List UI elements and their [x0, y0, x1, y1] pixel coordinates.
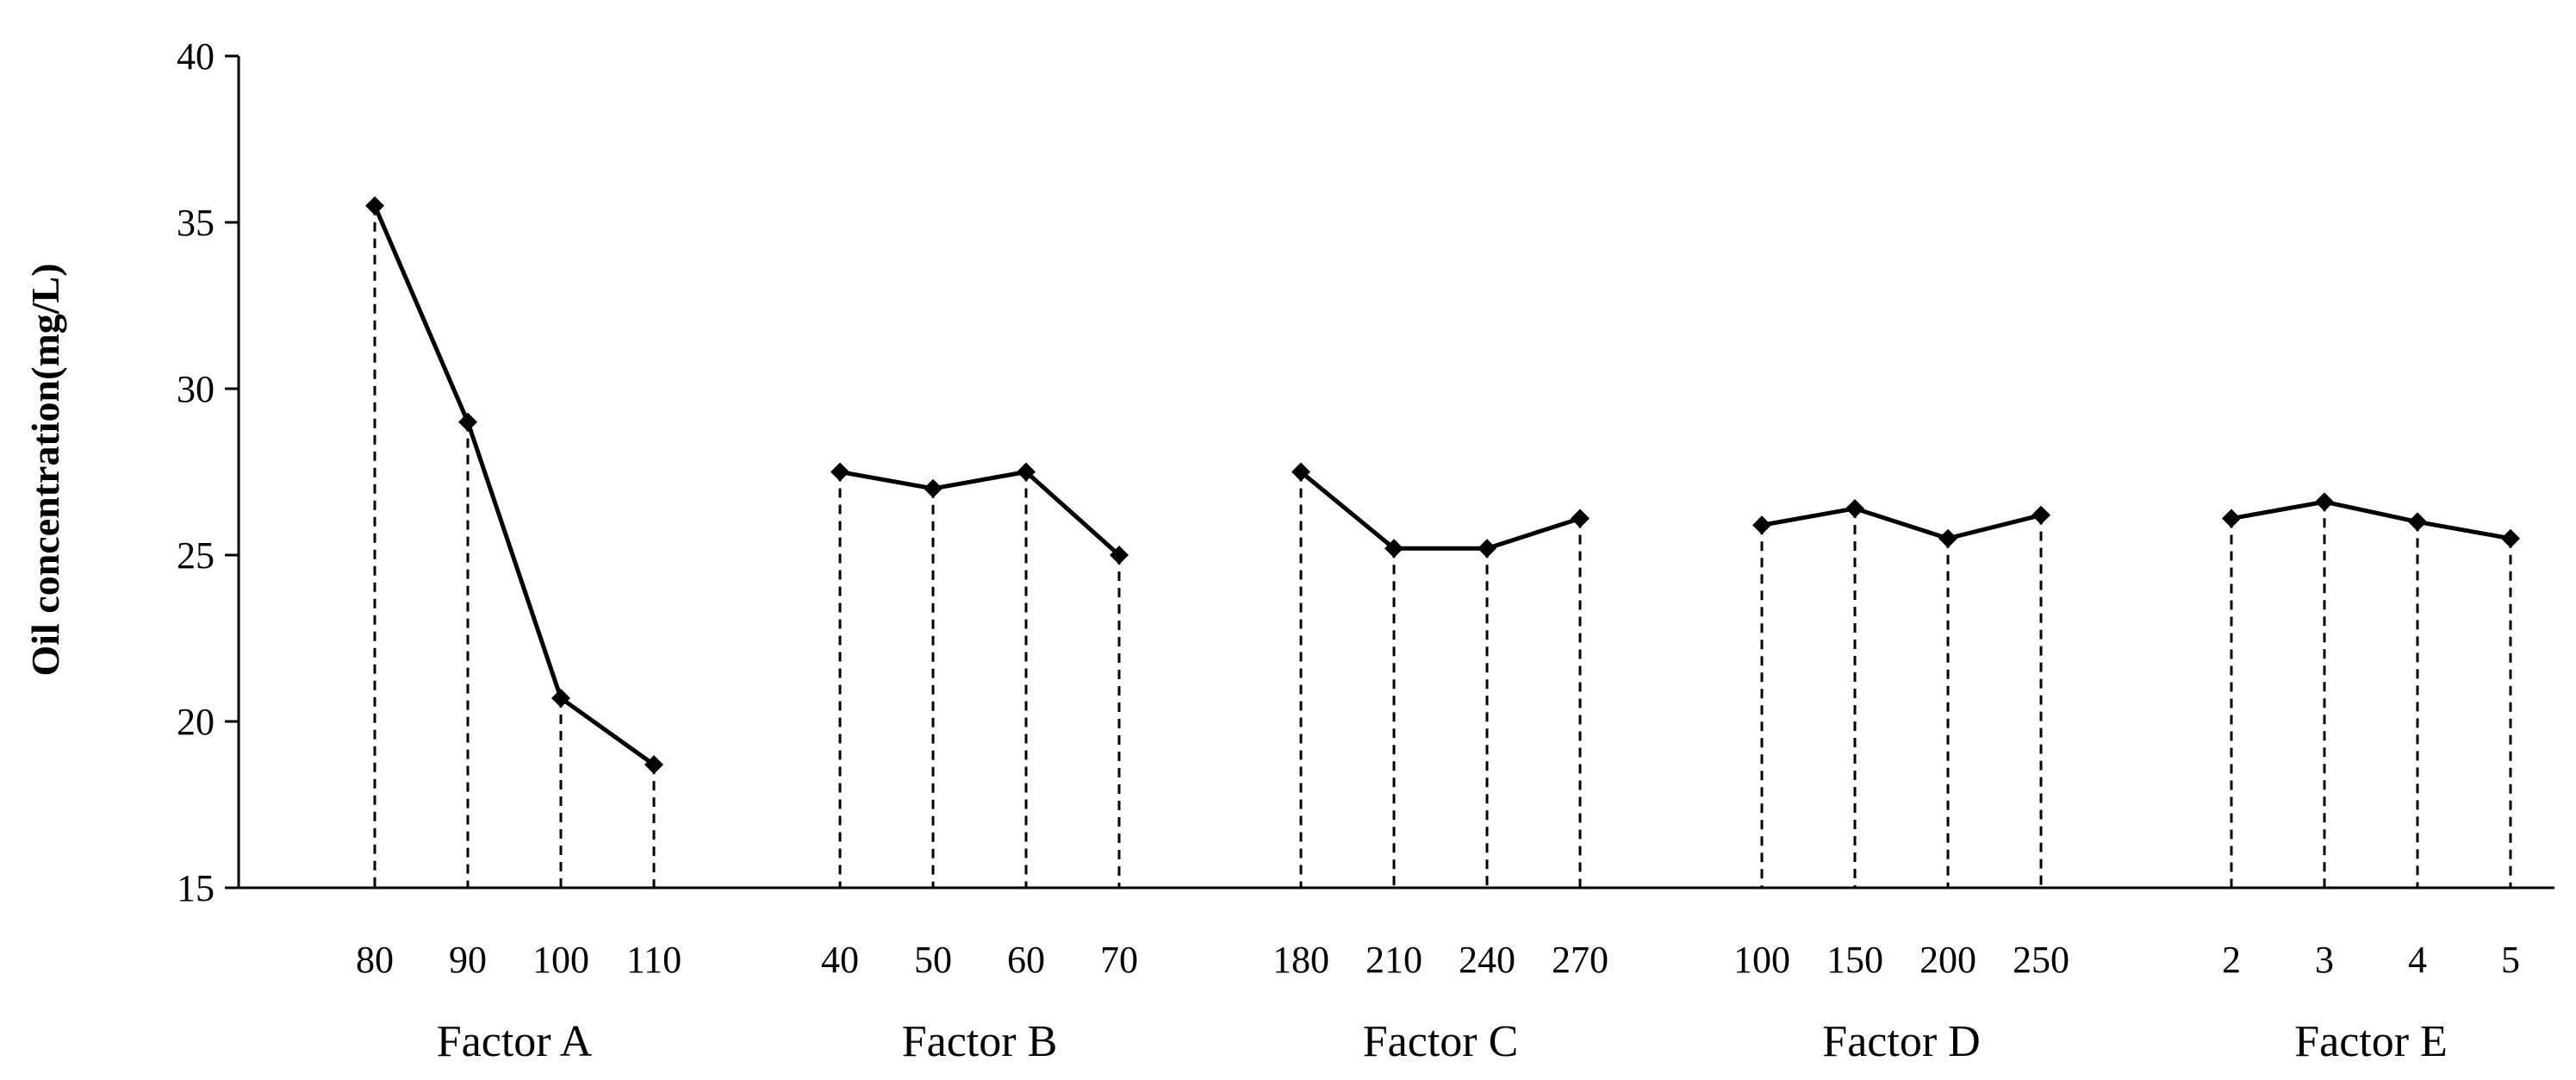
data-point: [1752, 515, 1771, 535]
x-tick-label: 250: [2013, 939, 2069, 981]
data-point: [365, 196, 384, 215]
x-tick-label: 90: [449, 939, 487, 981]
data-point: [2032, 505, 2050, 525]
data-point: [1384, 539, 1403, 559]
series-line-factor-e: [2231, 499, 2511, 541]
x-tick-label: 180: [1272, 939, 1329, 981]
y-tick-label: 15: [177, 867, 215, 909]
x-tick-label: 40: [821, 939, 859, 981]
x-tick-label: 50: [914, 939, 952, 981]
data-point: [831, 462, 849, 482]
y-axis-ticks: 15 20 25 30 35 40: [177, 35, 239, 909]
x-tick-label: 2: [2222, 939, 2241, 981]
factor-labels: Factor A Factor B Factor C Factor D Factor E: [437, 1017, 2448, 1066]
data-point: [551, 688, 570, 708]
series-line-factor-d: [1761, 506, 2042, 541]
x-tick-label: 110: [626, 939, 681, 981]
data-point: [1845, 498, 1864, 518]
chart-axes: [237, 56, 2554, 890]
y-tick-label: 40: [177, 35, 215, 78]
y-axis-label: Oil concentration(mg/L): [23, 263, 67, 676]
x-tick-label: 100: [1733, 939, 1790, 981]
x-tick-label: 240: [1459, 939, 1515, 981]
x-tick-label: 3: [2315, 939, 2334, 981]
series-line-factor-c: [1299, 470, 1581, 551]
factor-label: Factor A: [437, 1017, 593, 1066]
y-tick-label: 25: [177, 534, 215, 577]
series-lines: [372, 204, 2511, 767]
data-point: [2501, 528, 2520, 548]
factor-label: Factor B: [902, 1017, 1058, 1066]
drop-lines: [373, 205, 2512, 888]
data-point: [924, 478, 943, 498]
factor-label: Factor C: [1363, 1017, 1519, 1066]
data-point: [1938, 528, 1957, 548]
series-line-factor-a: [372, 204, 656, 767]
data-point: [1110, 546, 1129, 565]
factor-label: Factor E: [2294, 1017, 2448, 1066]
x-tick-label: 60: [1007, 939, 1045, 981]
data-point: [1291, 462, 1310, 482]
y-tick-label: 30: [177, 368, 215, 410]
x-axis-tick-labels: 80 90 100 110 40 50 60 70 180 210 240 270 100 150 200 2…: [356, 939, 2520, 981]
x-tick-label: 70: [1100, 939, 1138, 981]
data-point: [1571, 509, 1590, 528]
series-line-factor-b: [839, 470, 1121, 557]
data-point: [2315, 492, 2334, 512]
y-tick-label: 35: [177, 202, 215, 244]
x-tick-label: 100: [532, 939, 589, 981]
x-tick-label: 5: [2501, 939, 2520, 981]
data-point: [2408, 512, 2427, 532]
data-point: [644, 755, 663, 775]
data-point: [458, 412, 477, 432]
data-point: [2222, 509, 2241, 528]
factor-label: Factor D: [1822, 1017, 1980, 1066]
x-tick-label: 4: [2408, 939, 2427, 981]
data-point: [1017, 462, 1036, 482]
x-tick-label: 210: [1366, 939, 1422, 981]
x-tick-label: 150: [1826, 939, 1883, 981]
y-tick-label: 20: [177, 701, 215, 743]
x-tick-label: 270: [1552, 939, 1608, 981]
x-tick-label: 200: [1920, 939, 1976, 981]
x-tick-label: 80: [356, 939, 394, 981]
data-point: [1478, 539, 1496, 559]
data-points: [365, 196, 2520, 775]
